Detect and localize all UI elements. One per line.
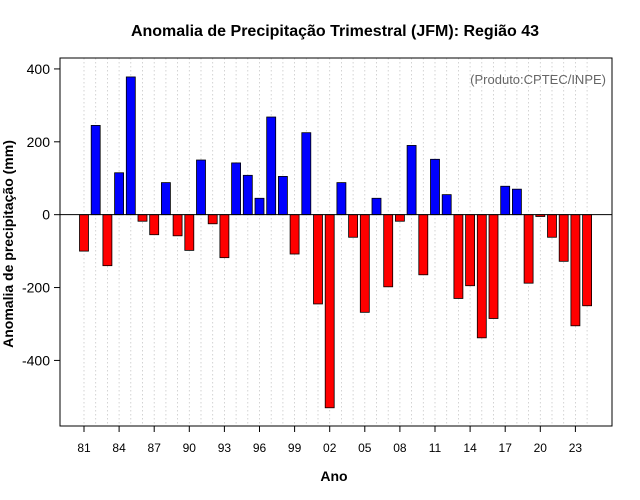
bar-2005 [359, 214, 370, 313]
bar-1982 [90, 125, 101, 216]
x-tick-label-1987: 87 [148, 441, 162, 455]
bar-2007 [383, 214, 394, 288]
bar-1991 [196, 159, 206, 216]
x-tick-label-2023: 23 [569, 441, 583, 455]
bar-2009 [406, 145, 417, 216]
bar-1993 [219, 214, 230, 259]
x-tick-label-2008: 08 [393, 441, 407, 455]
bar-2015 [476, 214, 487, 339]
x-tick-label-2017: 17 [499, 441, 513, 455]
bar-2012 [441, 194, 452, 216]
bar-2019 [523, 214, 534, 284]
x-tick-label-2011: 11 [429, 441, 442, 455]
bar-2016 [488, 214, 499, 319]
x-tick-label-1984: 84 [112, 441, 126, 455]
bar-2008 [394, 214, 405, 222]
bar-1990 [184, 214, 195, 251]
bar-2022 [558, 214, 569, 262]
bar-1984 [114, 172, 124, 216]
bar-2013 [453, 214, 464, 299]
bar-1996 [254, 197, 265, 216]
y-tick-label-0: 0 [42, 207, 50, 223]
source-annotation: (Produto:CPTEC/INPE) [470, 72, 606, 87]
bar-1999 [289, 214, 300, 255]
bar-2021 [547, 214, 557, 238]
y-tick-label-400: 400 [27, 61, 51, 77]
x-tick-label-2002: 02 [323, 441, 337, 455]
x-tick-label-1996: 96 [253, 441, 267, 455]
y-tick-label--400: -400 [22, 352, 50, 368]
x-tick-label-1993: 93 [218, 441, 232, 455]
bars [79, 76, 592, 409]
plot-frame [59, 57, 613, 427]
x-tick-label-1990: 90 [183, 441, 197, 455]
bar-1987 [149, 214, 160, 236]
grid-lines [83, 58, 588, 426]
x-axis-label: Ano [320, 468, 347, 484]
x-tick-label-2005: 05 [358, 441, 372, 455]
bar-2018 [512, 188, 522, 216]
x-tick-label-2020: 20 [534, 441, 548, 455]
x-axis-ticks: 81 84 87 90 93 96 99 02 05 08 11 14 17 20 23 [77, 426, 582, 455]
bar-2001 [313, 214, 323, 305]
bar-2000 [301, 132, 312, 216]
y-axis-label: Anomalia de precipitação (mm) [0, 140, 16, 348]
x-tick-label-1981: 81 [77, 441, 91, 455]
bar-2011 [430, 158, 440, 216]
bar-2024 [582, 214, 592, 307]
bar-2003 [336, 182, 347, 216]
bar-1994 [231, 162, 242, 216]
bar-2023 [570, 214, 581, 327]
bar-1985 [125, 76, 136, 216]
x-tick-label-2014: 14 [463, 441, 477, 455]
bar-2014 [465, 214, 476, 287]
y-tick-label-200: 200 [27, 134, 51, 150]
bar-1998 [277, 176, 288, 216]
x-tick-label-1999: 99 [288, 441, 302, 455]
bar-1997 [266, 116, 277, 216]
bar-1992 [207, 214, 218, 225]
bar-1986 [137, 214, 148, 222]
bar-1989 [172, 214, 183, 237]
bar-2010 [418, 214, 429, 276]
bar-1988 [160, 182, 171, 216]
chart-title: Anomalia de Precipitação Trimestral (JFM… [131, 23, 539, 40]
bar-2017 [500, 185, 511, 216]
y-axis-ticks: -400 -200 0 200 400 [22, 61, 60, 368]
y-tick-label--200: -200 [22, 280, 50, 296]
bar-1995 [242, 174, 253, 216]
bar-2006 [371, 197, 382, 216]
bar-2004 [348, 214, 359, 238]
bar-2002 [324, 214, 335, 409]
bar-1983 [102, 214, 113, 267]
bar-1981 [79, 214, 89, 252]
